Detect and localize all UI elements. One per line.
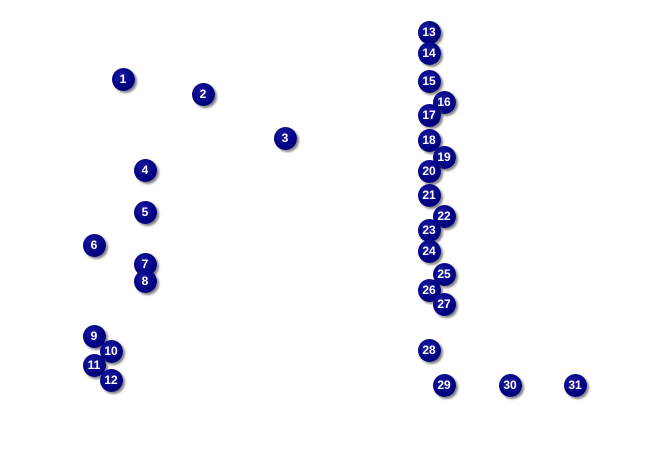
numbered-marker-4[interactable]: 4 <box>133 158 157 182</box>
numbered-marker-1[interactable]: 1 <box>111 67 135 91</box>
numbered-marker-26[interactable]: 26 <box>417 278 441 302</box>
numbered-marker-29[interactable]: 29 <box>432 373 456 397</box>
numbered-marker-8[interactable]: 8 <box>133 269 157 293</box>
numbered-marker-7[interactable]: 7 <box>133 252 157 276</box>
numbered-marker-13[interactable]: 13 <box>417 20 441 44</box>
numbered-marker-9[interactable]: 9 <box>82 324 106 348</box>
numbered-marker-24[interactable]: 24 <box>417 239 441 263</box>
numbered-marker-17[interactable]: 17 <box>417 103 441 127</box>
numbered-marker-12[interactable]: 12 <box>99 368 123 392</box>
numbered-marker-14[interactable]: 14 <box>417 41 441 65</box>
numbered-marker-21[interactable]: 21 <box>417 183 441 207</box>
numbered-marker-27[interactable]: 27 <box>432 292 456 316</box>
numbered-marker-6[interactable]: 6 <box>82 233 106 257</box>
numbered-marker-5[interactable]: 5 <box>133 200 157 224</box>
numbered-marker-22[interactable]: 22 <box>432 204 456 228</box>
numbered-marker-15[interactable]: 15 <box>417 69 441 93</box>
numbered-marker-10[interactable]: 10 <box>99 339 123 363</box>
numbered-marker-3[interactable]: 3 <box>273 126 297 150</box>
numbered-marker-18[interactable]: 18 <box>417 128 441 152</box>
numbered-marker-30[interactable]: 30 <box>498 373 522 397</box>
numbered-marker-23[interactable]: 23 <box>417 218 441 242</box>
numbered-marker-28[interactable]: 28 <box>417 338 441 362</box>
numbered-marker-2[interactable]: 2 <box>191 82 215 106</box>
numbered-marker-19[interactable]: 19 <box>432 145 456 169</box>
numbered-marker-25[interactable]: 25 <box>432 262 456 286</box>
numbered-marker-11[interactable]: 11 <box>82 353 106 377</box>
numbered-marker-31[interactable]: 31 <box>563 373 587 397</box>
numbered-marker-20[interactable]: 20 <box>417 159 441 183</box>
